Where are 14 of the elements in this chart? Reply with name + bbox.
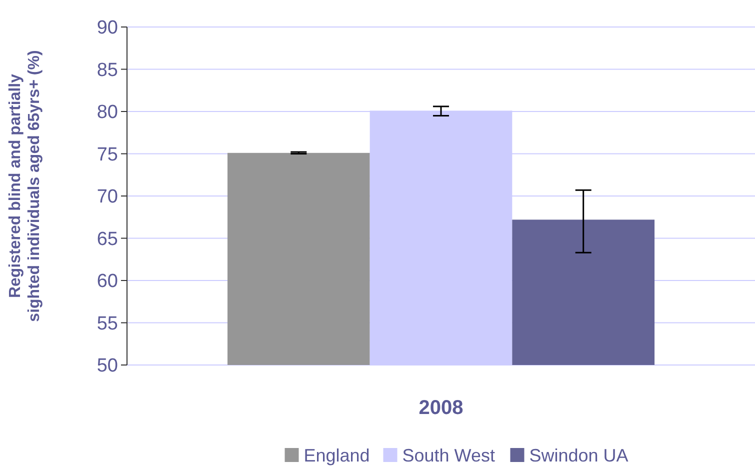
legend-label: England <box>304 445 370 466</box>
y-axis-title: Registered blind and partially sighted individuals aged 65yrs+ (%) <box>7 50 43 322</box>
y-tick-label: 75 <box>96 144 118 166</box>
legend-label: Swindon UA <box>529 445 628 466</box>
legend-label: South West <box>402 445 495 466</box>
y-tick-label: 90 <box>96 18 118 39</box>
x-tick-label: 2008 <box>418 397 464 419</box>
y-tick-label: 60 <box>96 271 118 292</box>
y-tick-label: 50 <box>96 356 118 377</box>
y-tick-label: 55 <box>96 313 118 334</box>
y-tick-label: 65 <box>96 228 118 250</box>
y-tick-label: 70 <box>96 186 118 208</box>
y-tick-label: 80 <box>96 102 118 124</box>
y-tick-label: 85 <box>96 60 118 81</box>
